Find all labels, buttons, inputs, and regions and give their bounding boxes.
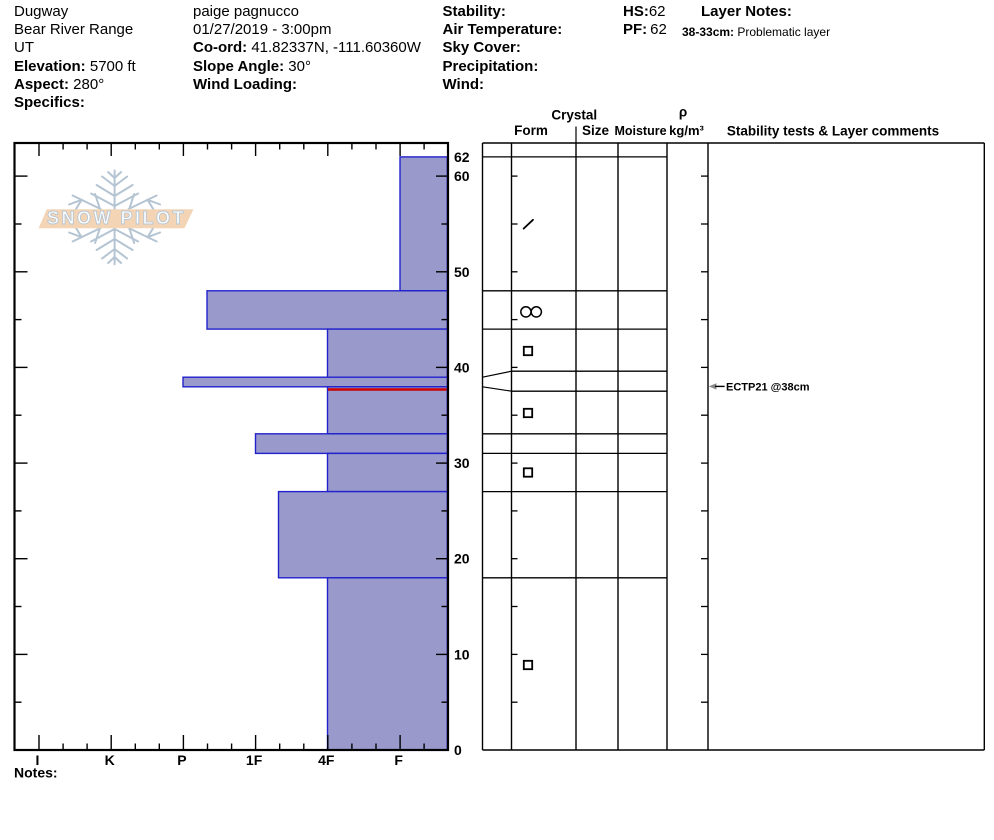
svg-text:Notes:: Notes:: [14, 765, 58, 781]
svg-text:30: 30: [454, 455, 470, 471]
svg-text:10: 10: [454, 646, 470, 662]
svg-text:F: F: [394, 752, 403, 768]
svg-text:40: 40: [454, 359, 470, 375]
svg-text:Size: Size: [582, 123, 610, 138]
svg-text:P: P: [177, 752, 186, 768]
svg-text:62: 62: [454, 149, 470, 165]
svg-text:Moisture: Moisture: [614, 124, 666, 138]
svg-text:ECTP21 @38cm: ECTP21 @38cm: [726, 382, 810, 394]
svg-text:20: 20: [454, 551, 470, 567]
svg-text:4F: 4F: [318, 752, 335, 768]
svg-text:60: 60: [454, 168, 470, 184]
svg-text:Stability tests & Layer commen: Stability tests & Layer comments: [727, 123, 939, 138]
svg-text:Form: Form: [514, 123, 548, 138]
svg-text:SNOW PILOT: SNOW PILOT: [47, 208, 186, 228]
svg-text:K: K: [105, 752, 115, 768]
svg-text:kg/m³: kg/m³: [669, 123, 704, 138]
svg-text:1F: 1F: [246, 752, 263, 768]
svg-text:Crystal: Crystal: [551, 108, 597, 123]
svg-text:I: I: [36, 752, 40, 768]
svg-text:ρ: ρ: [679, 104, 687, 119]
svg-text:0: 0: [454, 742, 462, 758]
svg-text:50: 50: [454, 264, 470, 280]
